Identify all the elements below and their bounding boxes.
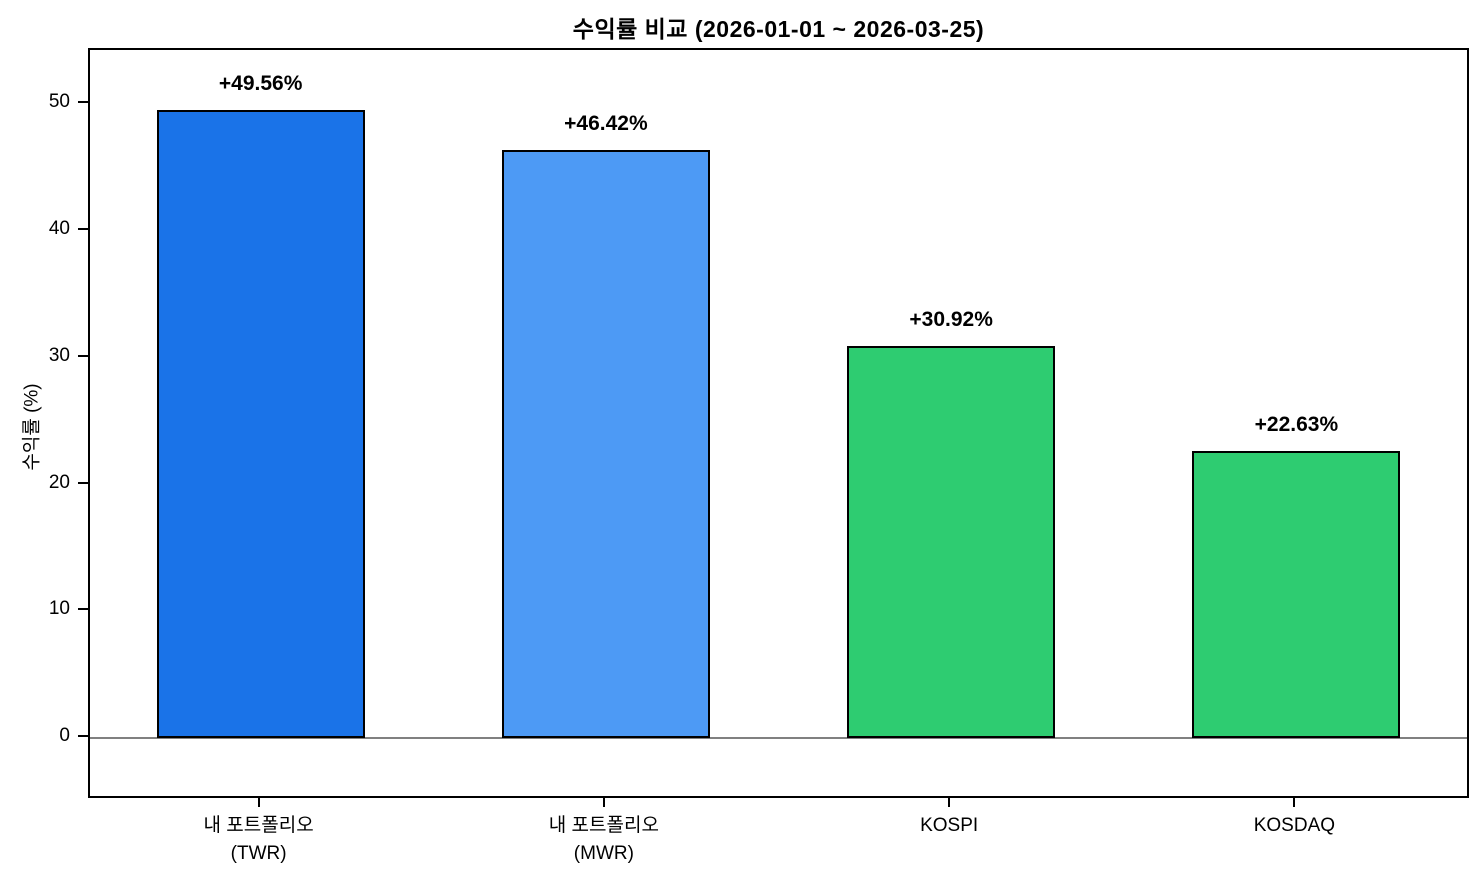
y-tick-mark-40: [78, 228, 88, 231]
y-tick-label-0: 0: [59, 724, 70, 746]
y-tick-mark-50: [78, 101, 88, 104]
bar-0: [156, 110, 365, 738]
y-tick-mark-20: [78, 481, 88, 484]
y-axis-label: 수익률 (%): [21, 383, 43, 471]
y-tick-mark-0: [78, 734, 88, 737]
x-tick-label-0: 내 포트폴리오 (TWR): [203, 815, 314, 864]
bar-value-label-0: +49.56%: [218, 72, 303, 96]
y-tick-mark-10: [78, 608, 88, 611]
bar-value-label-3: +22.63%: [1254, 413, 1339, 437]
x-tick-mark-1: [602, 798, 605, 807]
bar-value-label-1: +46.42%: [564, 111, 648, 135]
x-tick-mark-3: [1293, 798, 1296, 807]
x-tick-label-1: 내 포트폴리오 (MWR): [548, 815, 659, 864]
bar-2: [847, 346, 1056, 738]
y-tick-label-20: 20: [48, 471, 70, 493]
bar-3: [1192, 451, 1401, 738]
x-tick-mark-2: [948, 798, 951, 807]
y-tick-label-30: 30: [48, 344, 70, 366]
zero-line: [90, 736, 1467, 739]
y-tick-label-50: 50: [48, 91, 70, 113]
y-tick-label-40: 40: [48, 218, 70, 240]
y-tick-mark-30: [78, 354, 88, 357]
bar-1: [501, 149, 710, 738]
x-tick-label-2: KOSPI: [920, 815, 979, 836]
plot-area: +49.56% +46.42% +30.92% +22.63%: [88, 48, 1469, 798]
bar-value-label-2: +30.92%: [909, 308, 993, 332]
chart-title: 수익률 비교 (2026-01-01 ~ 2026-03-25): [572, 16, 985, 42]
y-tick-label-10: 10: [48, 598, 70, 620]
x-tick-mark-0: [257, 798, 260, 807]
x-tick-label-3: KOSDAQ: [1253, 815, 1336, 836]
